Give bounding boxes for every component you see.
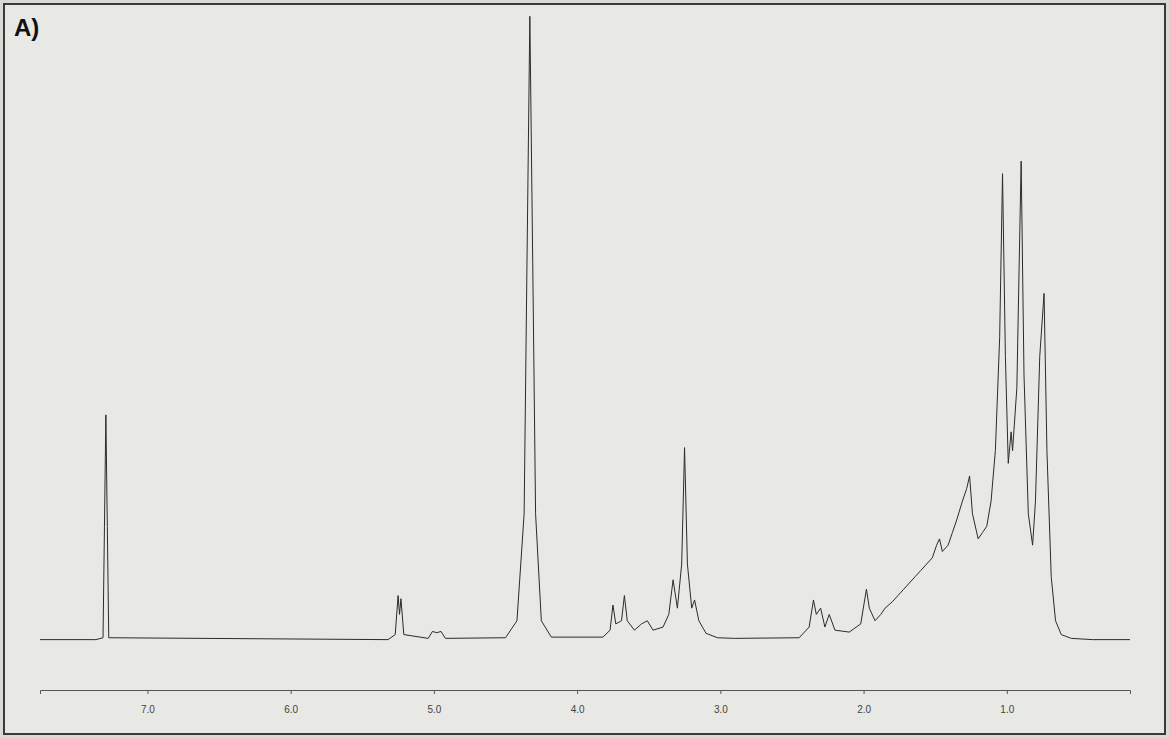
x-tick-mark: [291, 690, 292, 694]
x-tick-label: 1.0: [1000, 704, 1014, 715]
spectrum-line: [40, 16, 1130, 639]
x-tick-mark: [577, 690, 578, 694]
x-tick: 6.0: [284, 690, 298, 715]
x-tick: 2.0: [857, 690, 871, 715]
x-tick: 3.0: [714, 690, 728, 715]
x-tick-label: 2.0: [857, 704, 871, 715]
x-tick-mark: [1007, 690, 1008, 694]
x-axis-line: [41, 691, 1131, 695]
panel-label: A): [14, 14, 39, 41]
x-tick-mark: [147, 690, 148, 694]
chart: 7.0 6.0 5.0 4.0 3.0 2.0 1.0 A): [0, 0, 1169, 738]
x-tick-mark: [434, 690, 435, 694]
x-tick: 5.0: [427, 690, 441, 715]
x-tick-label: 7.0: [141, 704, 155, 715]
x-tick: 4.0: [571, 690, 585, 715]
plot-area: [40, 16, 1130, 639]
paper: [4, 4, 1165, 734]
x-tick: 7.0: [141, 690, 155, 715]
x-axis: 7.0 6.0 5.0 4.0 3.0 2.0 1.0: [41, 690, 1131, 715]
x-tick-mark: [720, 690, 721, 694]
x-tick-label: 5.0: [427, 704, 441, 715]
x-tick-mark: [864, 690, 865, 694]
x-tick-label: 3.0: [714, 704, 728, 715]
x-tick: 1.0: [1000, 690, 1014, 715]
x-tick-label: 4.0: [571, 704, 585, 715]
x-tick-label: 6.0: [284, 704, 298, 715]
